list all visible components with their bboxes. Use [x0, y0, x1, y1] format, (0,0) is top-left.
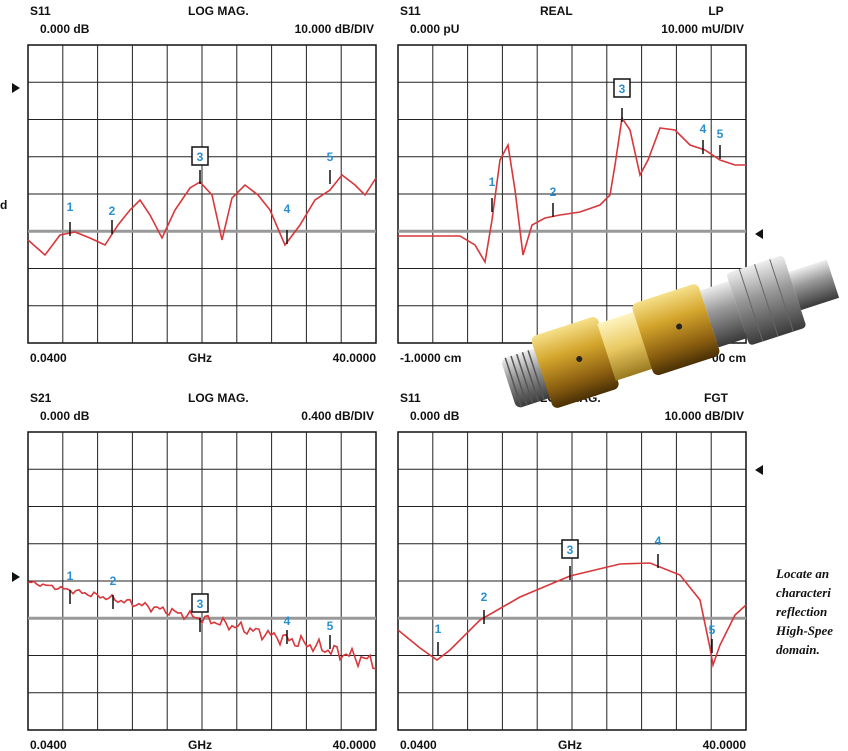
marker-label: 3 [197, 150, 204, 164]
ref-arrow [755, 465, 763, 475]
parameter: S11 [400, 4, 421, 18]
start: 0.0400 [30, 351, 67, 365]
connector-photo [497, 243, 845, 421]
ref-arrow [755, 229, 763, 239]
format: LOG MAG. [188, 391, 249, 405]
analyzer-panel: S21 LOG MAG. 0.000 dB 0.400 dB/DIV 0.0400 GHz… [28, 391, 376, 751]
analyzer-panel: S11 LOG MAG. 0.000 dB 10.000 dB/DIV 0.0400 GH… [28, 4, 376, 365]
marker-label: 4 [700, 122, 707, 136]
unit: GHz [188, 738, 212, 751]
unit: GHz [558, 738, 582, 751]
extra: LP [708, 4, 723, 18]
figure: d S11 LOG MAG. 0.000 dB 10.000 dB/DIV 0.0400… [0, 0, 848, 751]
grid [28, 432, 376, 730]
scale: 0.400 dB/DIV [301, 409, 374, 423]
marker-label: 4 [284, 202, 291, 216]
start: 0.0400 [400, 738, 437, 751]
reference: 0.000 pU [410, 22, 459, 36]
unit: GHz [188, 351, 212, 365]
caption-line: domain. [776, 642, 820, 657]
marker-label: 1 [67, 569, 74, 583]
stop: 40.0000 [333, 738, 377, 751]
ref-arrow [12, 83, 20, 93]
start: 0.0400 [30, 738, 67, 751]
caption: Locate an characteri reflection High-Spee do… [775, 566, 833, 657]
marker-label: 3 [567, 543, 574, 557]
marker-label: 1 [67, 200, 74, 214]
extra: FGT [704, 391, 729, 405]
scale: 10.000 mU/DIV [661, 22, 744, 36]
marker-label: 2 [109, 204, 116, 218]
parameter: S21 [30, 391, 52, 405]
marker-label: 5 [327, 150, 334, 164]
side-fragment: d [0, 198, 7, 212]
parameter: S11 [400, 391, 421, 405]
stop: 40.0000 [703, 738, 747, 751]
scale: 10.000 dB/DIV [295, 22, 374, 36]
format: LOG MAG. [188, 4, 249, 18]
marker-label: 4 [655, 534, 662, 548]
start: -1.0000 cm [400, 351, 461, 365]
format: REAL [540, 4, 573, 18]
marker-label: 2 [110, 574, 117, 588]
parameter: S11 [30, 4, 51, 18]
caption-line: Locate an [775, 566, 829, 581]
marker-label: 3 [197, 597, 204, 611]
marker-label: 1 [435, 622, 442, 636]
marker-label: 3 [619, 82, 626, 96]
reference: 0.000 dB [410, 409, 460, 423]
caption-line: High-Spee [775, 623, 833, 638]
stop: 40.0000 [333, 351, 377, 365]
scale: 10.000 dB/DIV [665, 409, 744, 423]
reference: 0.000 dB [40, 409, 90, 423]
marker-label: 4 [284, 614, 291, 628]
ref-arrow [12, 572, 20, 582]
marker-label: 5 [717, 127, 724, 141]
caption-line: characteri [776, 585, 831, 600]
panels: S11 LOG MAG. 0.000 dB 10.000 dB/DIV 0.0400 GH… [28, 4, 746, 751]
marker-label: 2 [550, 185, 557, 199]
marker-label: 5 [709, 623, 716, 637]
marker-label: 1 [489, 175, 496, 189]
marker-label: 5 [327, 619, 334, 633]
marker-label: 2 [481, 590, 488, 604]
caption-line: reflection [776, 604, 827, 619]
grid [398, 432, 746, 730]
reference: 0.000 dB [40, 22, 90, 36]
